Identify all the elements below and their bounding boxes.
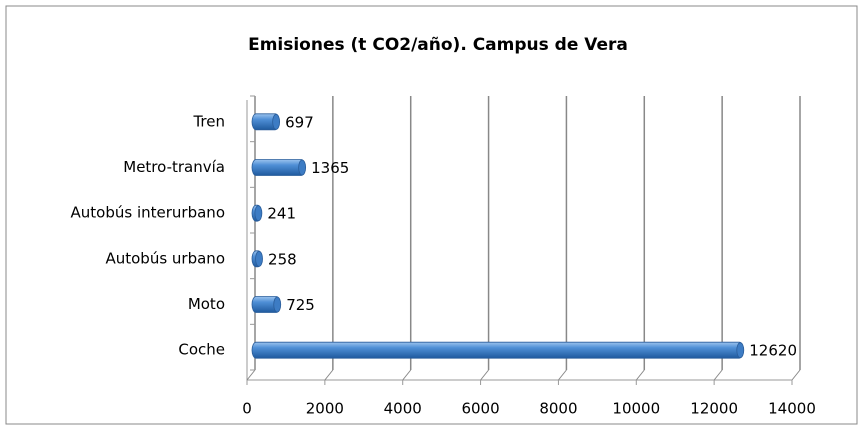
data-label: 725 <box>286 296 315 314</box>
data-label: 1365 <box>311 159 349 177</box>
bar-cap <box>272 113 281 130</box>
x-tick-label: 12000 <box>690 400 738 418</box>
x-tick-label: 8000 <box>539 400 577 418</box>
grid-line-floor <box>402 369 412 381</box>
bar-cap <box>298 159 307 176</box>
grid-line-floor <box>635 369 645 381</box>
y-tick-label: Tren <box>192 112 225 130</box>
grid-line-floor <box>558 369 567 381</box>
y-tick-label: Autobús urbano <box>105 249 225 267</box>
x-tick-label: 4000 <box>384 400 422 418</box>
x-tick-label: 2000 <box>306 400 344 418</box>
data-label: 258 <box>268 250 297 268</box>
x-tick-label: 0 <box>242 400 252 418</box>
data-label: 697 <box>285 113 314 131</box>
grid-line-floor <box>246 369 256 381</box>
plot-area: 0 2000 4000 6000 8000 10000 12000 14000 Tren 697 M… <box>71 95 816 418</box>
grid-line-floor <box>713 369 723 381</box>
grid-line-floor <box>480 369 489 381</box>
grid-line-floor <box>791 369 801 381</box>
bar-cap <box>254 205 263 222</box>
y-tick-label: Autobús interurbano <box>71 204 225 222</box>
x-tick-label: 14000 <box>768 400 816 418</box>
x-tick-label: 6000 <box>461 400 499 418</box>
bar-cap <box>255 250 263 267</box>
bar <box>251 159 306 176</box>
data-label: 12620 <box>749 342 797 360</box>
y-tick-label: Moto <box>188 295 225 313</box>
bar-cap <box>736 342 745 359</box>
grid-line-floor <box>324 369 334 381</box>
chart-title: Emisiones (t CO2/año). Campus de Vera <box>248 35 628 55</box>
y-tick-label: Metro-tranvía <box>123 158 225 176</box>
y-tick-label: Coche <box>178 341 225 359</box>
data-label: 241 <box>267 205 296 223</box>
bar-cap <box>273 296 282 313</box>
x-tick-label: 10000 <box>612 400 660 418</box>
bar <box>251 341 744 359</box>
